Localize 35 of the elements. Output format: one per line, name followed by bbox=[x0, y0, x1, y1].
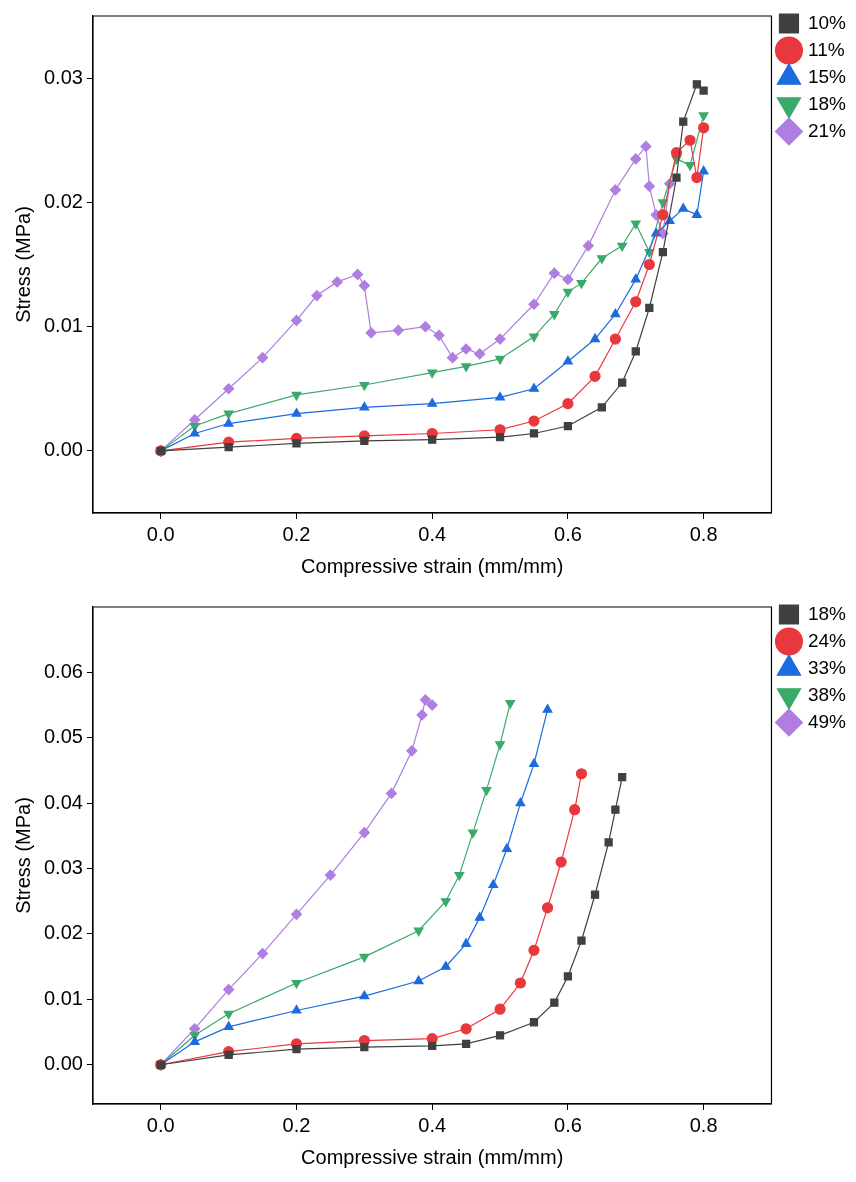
y-tick-label: 0.02 bbox=[43, 921, 83, 944]
x-tick-label: 0.4 bbox=[418, 1113, 447, 1136]
y-tick-label: 0.01 bbox=[43, 314, 83, 337]
legend-label: 33% bbox=[807, 656, 847, 678]
legend-label: 18% bbox=[807, 602, 847, 624]
x-tick-label: 0.8 bbox=[689, 522, 718, 545]
x-axis-title: Compressive strain (mm/mm) bbox=[301, 554, 564, 577]
y-tick-label: 0.00 bbox=[43, 438, 83, 461]
x-tick-label: 0.6 bbox=[554, 522, 582, 545]
legend-label: 21% bbox=[807, 119, 847, 141]
legend-label: 10% bbox=[807, 11, 847, 33]
y-tick-label: 0.05 bbox=[43, 725, 83, 748]
y-tick-label: 0.00 bbox=[43, 1052, 83, 1075]
y-tick-label: 0.04 bbox=[43, 790, 83, 813]
y-tick-label: 0.01 bbox=[43, 986, 83, 1009]
x-tick-label: 0.0 bbox=[146, 1113, 175, 1136]
legend-label: 49% bbox=[807, 710, 847, 732]
x-axis-title: Compressive strain (mm/mm) bbox=[301, 1145, 564, 1168]
x-tick-label: 0.2 bbox=[282, 1113, 311, 1136]
y-tick-label: 0.06 bbox=[43, 659, 83, 682]
legend-label: 11% bbox=[807, 38, 845, 60]
x-tick-label: 0.4 bbox=[418, 522, 447, 545]
y-axis-title: Stress (MPa) bbox=[11, 206, 34, 323]
legend-label: 24% bbox=[807, 629, 847, 651]
y-tick-label: 0.02 bbox=[43, 189, 83, 212]
x-tick-label: 0.6 bbox=[554, 1113, 582, 1136]
x-tick-label: 0.8 bbox=[689, 1113, 718, 1136]
y-tick-label: 0.03 bbox=[43, 856, 83, 879]
legend-label: 18% bbox=[807, 92, 847, 114]
legend-label: 15% bbox=[807, 65, 847, 87]
y-tick-label: 0.03 bbox=[43, 65, 83, 88]
x-tick-label: 0.2 bbox=[282, 522, 311, 545]
legend-label: 38% bbox=[807, 683, 847, 705]
x-tick-label: 0.0 bbox=[146, 522, 175, 545]
y-axis-title: Stress (MPa) bbox=[11, 797, 34, 914]
